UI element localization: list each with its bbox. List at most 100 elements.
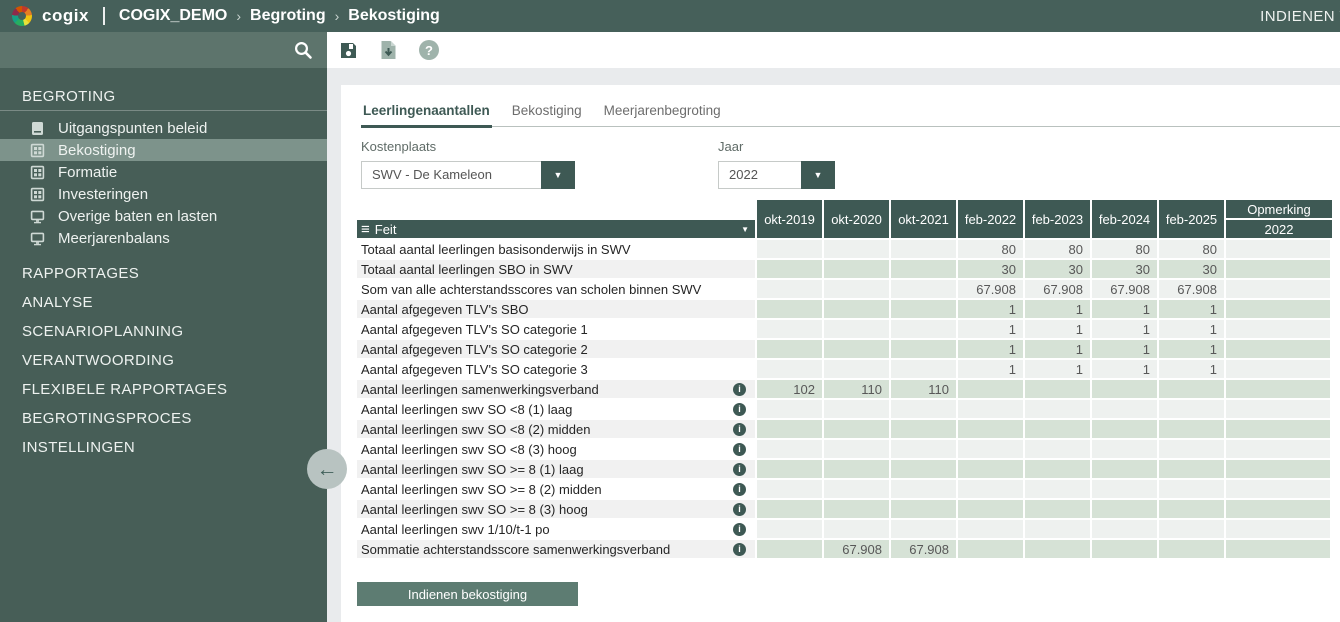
grid-cell-okt-2020[interactable]: 67.908: [824, 540, 891, 560]
grid-cell-feb-2024[interactable]: [1092, 400, 1159, 420]
grid-cell-feb-2022[interactable]: 67.908: [958, 280, 1025, 300]
grid-cell-feb-2023[interactable]: [1025, 500, 1092, 520]
opmerking-cell[interactable]: [1226, 500, 1332, 520]
opmerking-cell[interactable]: [1226, 240, 1332, 260]
grid-cell-feb-2024[interactable]: [1092, 380, 1159, 400]
grid-cell-okt-2021[interactable]: [891, 280, 958, 300]
opmerking-cell[interactable]: [1226, 520, 1332, 540]
grid-cell-feb-2022[interactable]: 1: [958, 360, 1025, 380]
grid-cell-okt-2021[interactable]: 67.908: [891, 540, 958, 560]
grid-cell-feb-2023[interactable]: 1: [1025, 360, 1092, 380]
grid-cell-feb-2022[interactable]: [958, 540, 1025, 560]
grid-cell-feb-2024[interactable]: 1: [1092, 300, 1159, 320]
grid-cell-feb-2024[interactable]: [1092, 420, 1159, 440]
search-icon[interactable]: [293, 40, 313, 60]
grid-cell-feb-2023[interactable]: 30: [1025, 260, 1092, 280]
sidebar-section-begroting[interactable]: BEGROTING: [0, 82, 327, 111]
grid-cell-feb-2024[interactable]: [1092, 440, 1159, 460]
grid-cell-okt-2019[interactable]: [757, 340, 824, 360]
grid-cell-feb-2022[interactable]: 1: [958, 340, 1025, 360]
grid-cell-okt-2021[interactable]: [891, 320, 958, 340]
grid-cell-okt-2019[interactable]: [757, 460, 824, 480]
opmerking-cell[interactable]: [1226, 260, 1332, 280]
sidebar-item-meerjarenbalans[interactable]: Meerjarenbalans: [0, 227, 327, 249]
kostenplaats-select[interactable]: SWV - De Kameleon ▼: [361, 161, 575, 189]
sidebar-item-overige-baten-en-lasten[interactable]: Overige baten en lasten: [0, 205, 327, 227]
grid-cell-feb-2024[interactable]: [1092, 500, 1159, 520]
grid-cell-okt-2020[interactable]: [824, 500, 891, 520]
grid-cell-okt-2019[interactable]: [757, 280, 824, 300]
info-icon[interactable]: i: [733, 523, 746, 536]
grid-cell-feb-2025[interactable]: [1159, 500, 1226, 520]
grid-cell-feb-2022[interactable]: 1: [958, 300, 1025, 320]
breadcrumb-item-bekostiging[interactable]: Bekostiging: [348, 7, 440, 25]
breadcrumb-item-begroting[interactable]: Begroting: [250, 7, 326, 25]
grid-cell-okt-2021[interactable]: [891, 440, 958, 460]
grid-cell-okt-2020[interactable]: [824, 340, 891, 360]
grid-cell-okt-2021[interactable]: [891, 420, 958, 440]
grid-cell-feb-2023[interactable]: 67.908: [1025, 280, 1092, 300]
grid-cell-feb-2023[interactable]: [1025, 440, 1092, 460]
indienen-bekostiging-button[interactable]: Indienen bekostiging: [357, 582, 578, 606]
grid-cell-okt-2020[interactable]: [824, 520, 891, 540]
sidebar-item-formatie[interactable]: Formatie: [0, 161, 327, 183]
grid-cell-okt-2020[interactable]: [824, 400, 891, 420]
grid-cell-feb-2022[interactable]: [958, 500, 1025, 520]
grid-cell-okt-2020[interactable]: [824, 460, 891, 480]
grid-cell-okt-2020[interactable]: [824, 360, 891, 380]
info-icon[interactable]: i: [733, 383, 746, 396]
indienen-action[interactable]: INDIENEN V: [1260, 8, 1340, 25]
grid-cell-feb-2024[interactable]: 30: [1092, 260, 1159, 280]
grid-cell-okt-2019[interactable]: [757, 520, 824, 540]
grid-cell-feb-2025[interactable]: 1: [1159, 360, 1226, 380]
grid-cell-feb-2022[interactable]: [958, 480, 1025, 500]
grid-cell-feb-2025[interactable]: 30: [1159, 260, 1226, 280]
grid-cell-feb-2024[interactable]: 67.908: [1092, 280, 1159, 300]
grid-cell-okt-2020[interactable]: [824, 260, 891, 280]
grid-cell-feb-2024[interactable]: 80: [1092, 240, 1159, 260]
breadcrumb-item-cogix-demo[interactable]: COGIX_DEMO: [119, 7, 227, 25]
grid-cell-feb-2023[interactable]: [1025, 480, 1092, 500]
info-icon[interactable]: i: [733, 503, 746, 516]
grid-cell-feb-2025[interactable]: 1: [1159, 300, 1226, 320]
grid-cell-okt-2021[interactable]: [891, 480, 958, 500]
grid-cell-feb-2023[interactable]: [1025, 400, 1092, 420]
grid-cell-okt-2020[interactable]: [824, 280, 891, 300]
grid-cell-okt-2021[interactable]: [891, 500, 958, 520]
info-icon[interactable]: i: [733, 403, 746, 416]
grid-cell-feb-2022[interactable]: [958, 400, 1025, 420]
grid-cell-feb-2025[interactable]: [1159, 480, 1226, 500]
grid-cell-feb-2025[interactable]: [1159, 520, 1226, 540]
grid-cell-feb-2023[interactable]: [1025, 420, 1092, 440]
sidebar-item-investeringen[interactable]: Investeringen: [0, 183, 327, 205]
grid-cell-feb-2023[interactable]: 1: [1025, 300, 1092, 320]
grid-cell-feb-2025[interactable]: [1159, 440, 1226, 460]
grid-cell-okt-2021[interactable]: [891, 240, 958, 260]
grid-cell-feb-2022[interactable]: 1: [958, 320, 1025, 340]
feit-column-header[interactable]: ≡Feit▼: [357, 220, 757, 240]
grid-cell-feb-2025[interactable]: [1159, 540, 1226, 560]
collapse-sidebar-button[interactable]: ←: [307, 449, 347, 489]
opmerking-cell[interactable]: [1226, 360, 1332, 380]
grid-cell-feb-2025[interactable]: 67.908: [1159, 280, 1226, 300]
grid-cell-okt-2019[interactable]: [757, 360, 824, 380]
help-icon[interactable]: ?: [419, 40, 439, 60]
grid-cell-okt-2021[interactable]: 110: [891, 380, 958, 400]
chevron-down-icon[interactable]: ▼: [741, 225, 749, 234]
opmerking-cell[interactable]: [1226, 540, 1332, 560]
sidebar-section-instellingen[interactable]: INSTELLINGEN: [0, 433, 327, 462]
sidebar-section-begrotingsproces[interactable]: BEGROTINGSPROCES: [0, 404, 327, 433]
grid-cell-feb-2022[interactable]: [958, 420, 1025, 440]
sidebar-section-flexibele-rapportages[interactable]: FLEXIBELE RAPPORTAGES: [0, 375, 327, 404]
grid-cell-okt-2019[interactable]: [757, 480, 824, 500]
grid-cell-okt-2020[interactable]: [824, 300, 891, 320]
grid-cell-okt-2019[interactable]: [757, 500, 824, 520]
grid-cell-okt-2020[interactable]: [824, 420, 891, 440]
opmerking-cell[interactable]: [1226, 440, 1332, 460]
grid-cell-feb-2023[interactable]: 1: [1025, 320, 1092, 340]
grid-cell-okt-2019[interactable]: [757, 320, 824, 340]
grid-cell-feb-2022[interactable]: [958, 460, 1025, 480]
sidebar-section-rapportages[interactable]: RAPPORTAGES: [0, 259, 327, 288]
jaar-select[interactable]: 2022 ▼: [718, 161, 835, 189]
opmerking-cell[interactable]: [1226, 320, 1332, 340]
